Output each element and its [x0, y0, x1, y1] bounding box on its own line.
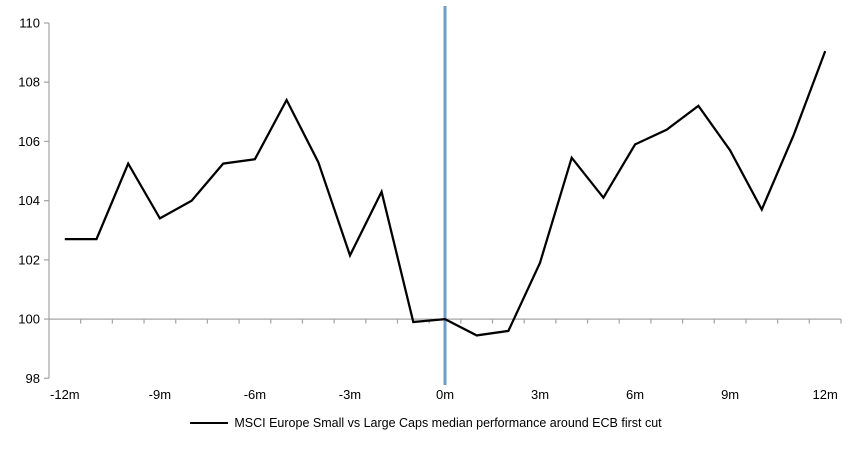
legend-series-label: MSCI Europe Small vs Large Caps median p… — [234, 416, 662, 430]
chart-legend: MSCI Europe Small vs Large Caps median p… — [0, 416, 852, 430]
x-axis-label: 12m — [813, 387, 838, 402]
y-axis-label: 98 — [26, 371, 40, 386]
y-axis-label: 106 — [18, 134, 40, 149]
x-axis-label: -6m — [244, 387, 266, 402]
performance-line — [64, 50, 827, 337]
y-axis-label: 100 — [18, 312, 40, 327]
x-axis-label: 3m — [531, 387, 549, 402]
line-chart: 98 100 102 104 106 108 110 -12m -9m -6m -3m 0m 3m 6m 9… — [18, 6, 842, 402]
x-axis-label: 0m — [436, 387, 454, 402]
y-axis-label: 102 — [18, 252, 40, 267]
x-axis-label: -3m — [339, 387, 361, 402]
y-axis-label: 110 — [19, 16, 40, 31]
legend-line-swatch — [190, 422, 229, 424]
x-axis-label: 6m — [626, 387, 644, 402]
x-axis-label: -12m — [50, 387, 80, 402]
x-axis-label: 9m — [721, 387, 739, 402]
y-axis-label: 104 — [18, 193, 40, 208]
y-axis-label: 108 — [18, 75, 40, 90]
x-axis-label: -9m — [149, 387, 171, 402]
